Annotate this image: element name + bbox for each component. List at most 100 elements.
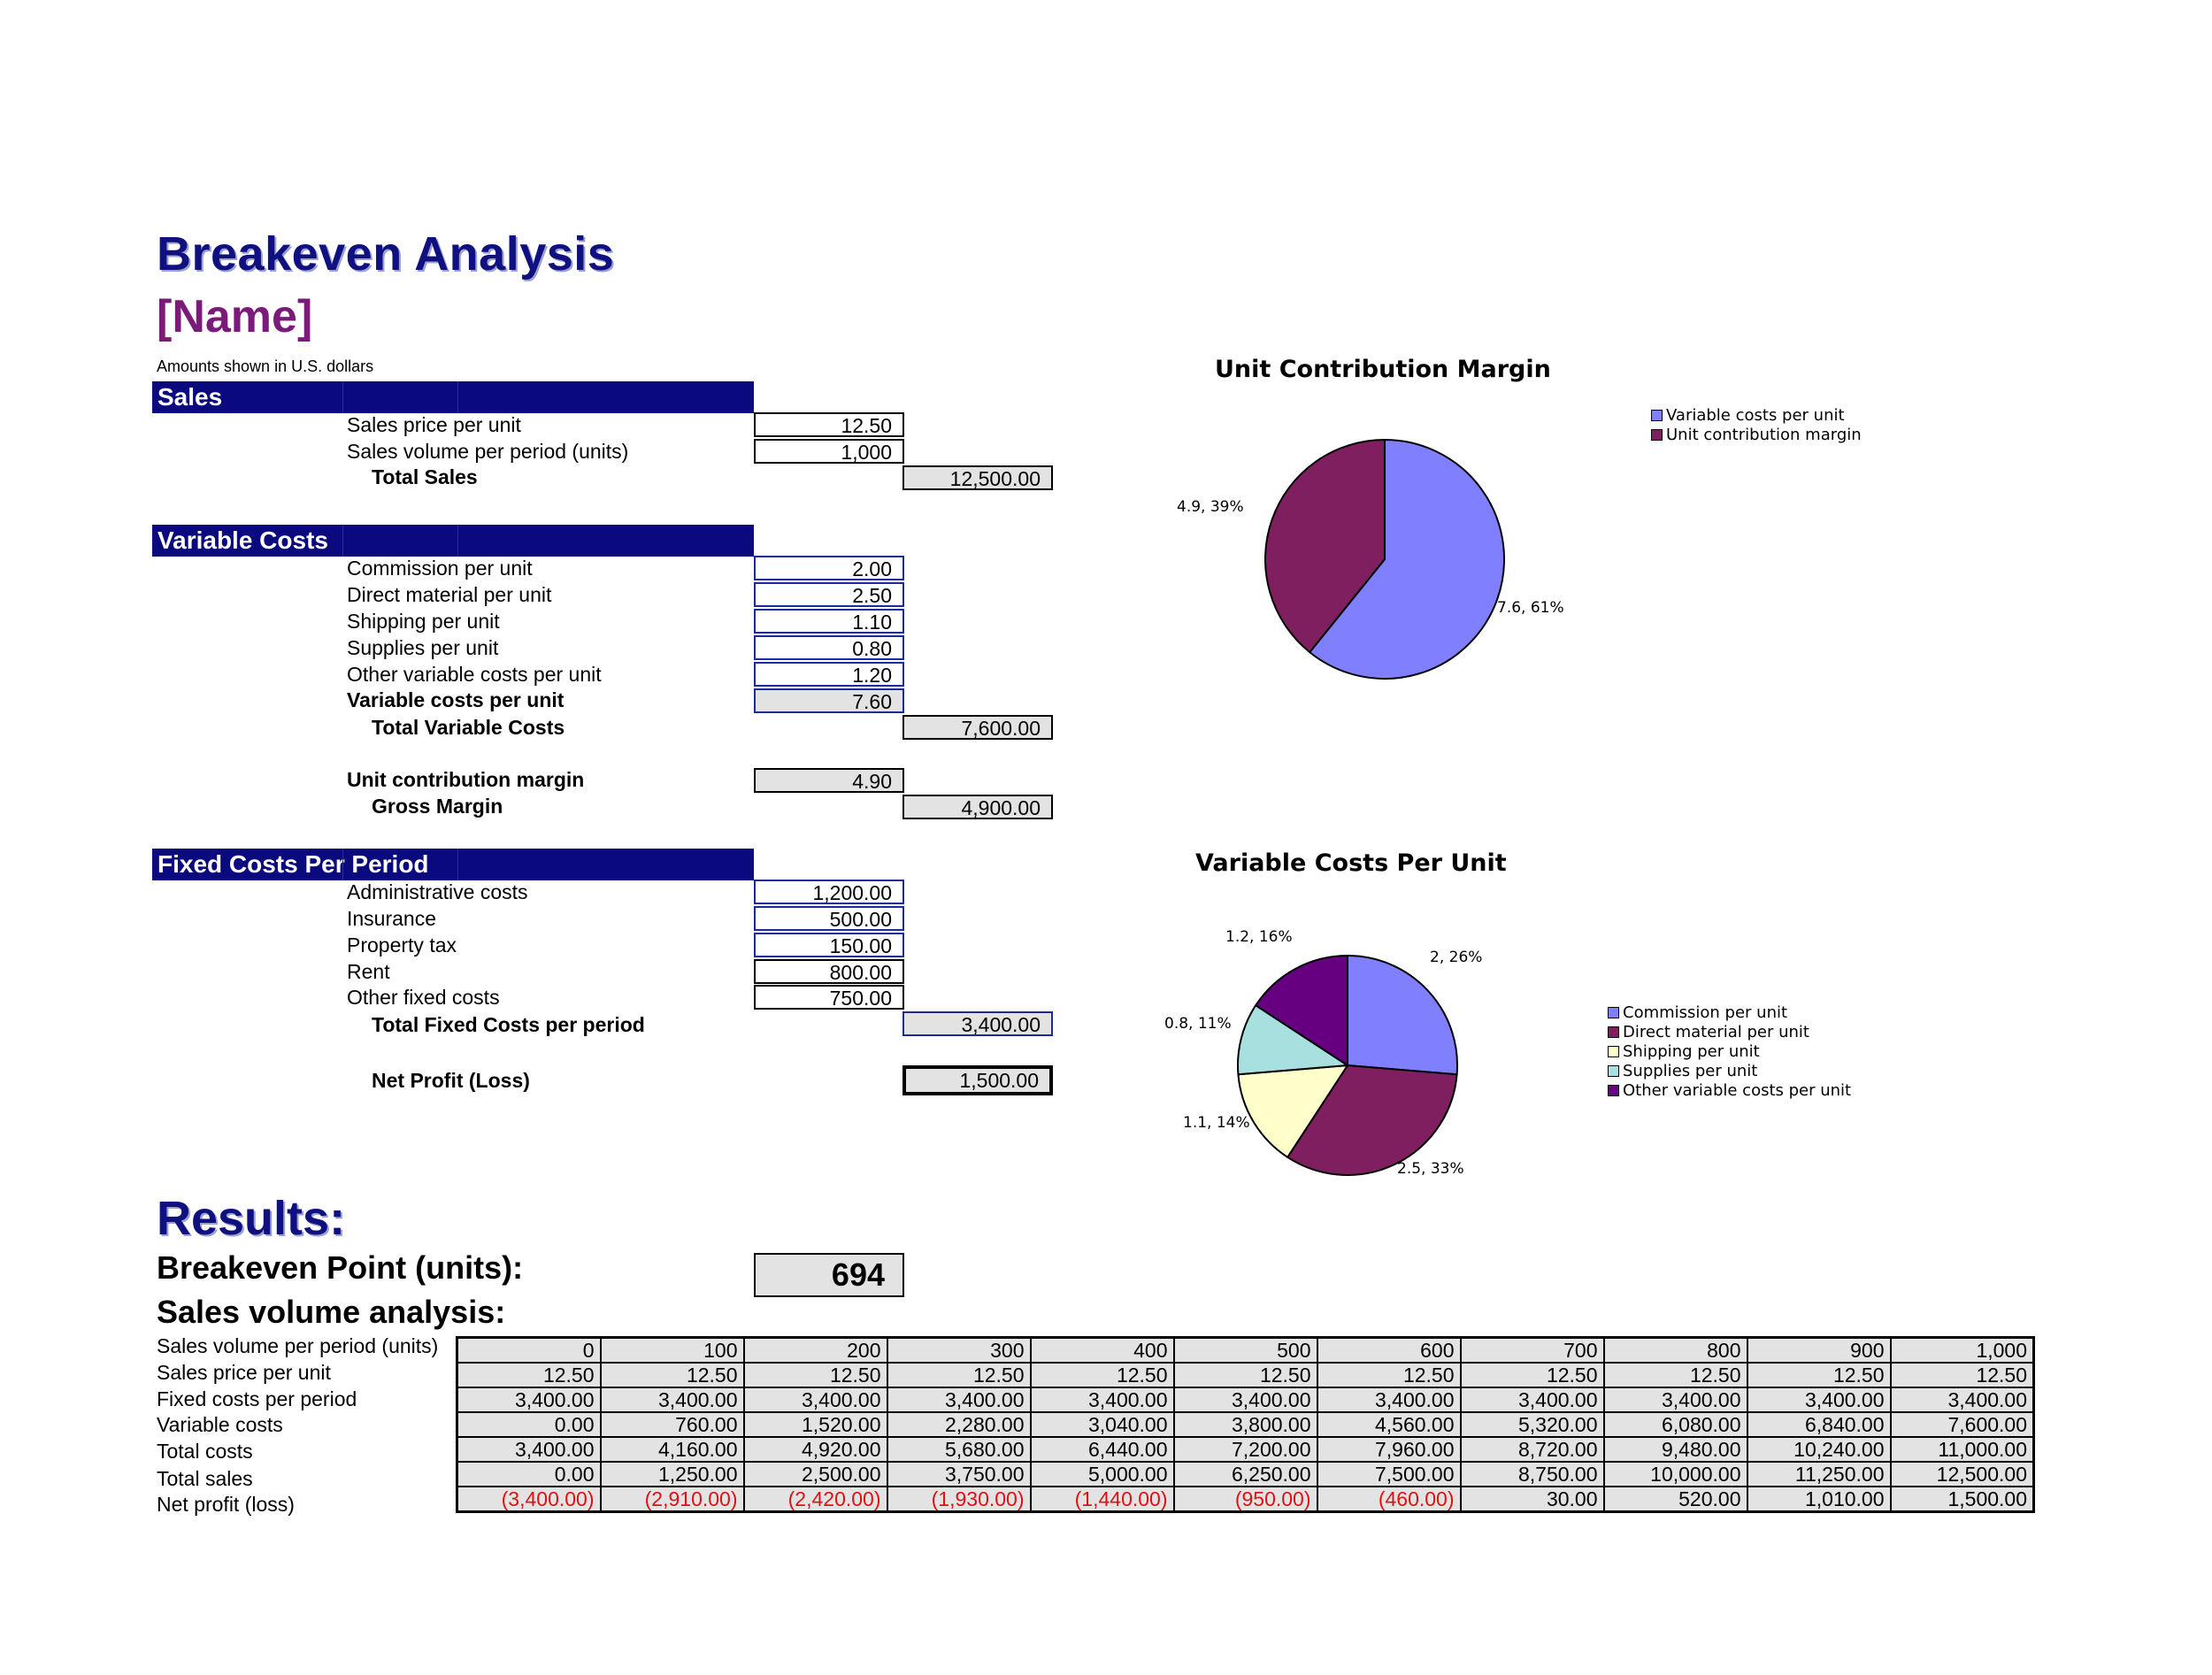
table-cell: 12.50 [1602,1362,1748,1388]
table-cell: 4,560.00 [1316,1411,1462,1438]
sales-volume-analysis-label: Sales volume analysis: [157,1294,506,1330]
data-label: 1.1, 14% [1183,1114,1250,1132]
table-row: 0.00 760.00 1,520.00 2,280.00 3,040.00 3,800.… [456,1411,2035,1438]
administrative-input[interactable]: 1,200.00 [754,880,904,904]
table-cell: 1,010.00 [1746,1486,1892,1513]
commission-input[interactable]: 2.00 [754,556,904,580]
shipping-input[interactable]: 1.10 [754,609,904,634]
table-cell: 0.00 [456,1461,602,1487]
table-cell: 2,500.00 [742,1461,888,1487]
insurance-input[interactable]: 500.00 [754,906,904,931]
table-cell: 3,400.00 [1602,1387,1748,1413]
rent-input[interactable]: 800.00 [754,959,904,984]
data-label: 1.2, 16% [1225,928,1293,946]
vcpu-legend: Commission per unit Direct material per … [1608,1003,1851,1101]
table-cell: 8,720.00 [1459,1436,1605,1463]
sales-price-input[interactable]: 12.50 [754,412,904,437]
table-cell: 3,400.00 [1889,1387,2035,1413]
table-cell: 12.50 [1889,1362,2035,1388]
table-cell: 3,400.00 [456,1387,602,1413]
table-cell: 12.50 [1746,1362,1892,1388]
band-divider [457,381,458,413]
table-cell: 30.00 [1459,1486,1605,1513]
variable-costs-heading: Variable Costs [152,525,754,557]
legend-item: Supplies per unit [1608,1062,1851,1081]
table-cell: (3,400.00) [456,1486,602,1513]
table-row: 3,400.00 3,400.00 3,400.00 3,400.00 3,400.00… [456,1387,2035,1413]
variable-item-label: Supplies per unit [347,636,499,659]
table-cell: 300 [886,1336,1032,1364]
legend-label: Supplies per unit [1623,1062,1758,1080]
table-cell: 12.50 [1029,1362,1175,1388]
legend-item: Other variable costs per unit [1608,1081,1851,1101]
other-fixed-input[interactable]: 750.00 [754,985,904,1010]
table-row: 3,400.00 4,160.00 4,920.00 5,680.00 6,440.00… [456,1436,2035,1463]
table-row: 0 100 200 300 400 500 600 700 800 900 1,000 [456,1336,2035,1364]
variable-item-label: Shipping per unit [347,610,500,633]
table-cell: 3,040.00 [1029,1411,1175,1438]
table-cell: 5,680.00 [886,1436,1032,1463]
table-cell: 3,800.00 [1172,1411,1318,1438]
fixed-costs-heading-text: Fixed Costs Per Period [157,850,429,878]
fixed-item-label: Insurance [347,907,437,930]
total-variable-label: Total Variable Costs [372,716,565,739]
table-cell: 11,250.00 [1746,1461,1892,1487]
table-cell: 6,250.00 [1172,1461,1318,1487]
table-row: (3,400.00) (2,910.00) (2,420.00) (1,930.00)… [456,1486,2035,1513]
legend-swatch [1651,409,1663,421]
table-cell: 900 [1746,1336,1892,1364]
fixed-item-label: Administrative costs [347,880,528,903]
fixed-item-label: Other fixed costs [347,986,500,1009]
table-cell: 3,400.00 [599,1387,745,1413]
results-heading: Results: [157,1192,346,1245]
table-cell: 400 [1029,1336,1175,1364]
other-variable-input[interactable]: 1.20 [754,662,904,687]
table-cell: 3,400.00 [1746,1387,1892,1413]
legend-label: Direct material per unit [1623,1023,1809,1041]
table-cell: 4,920.00 [742,1436,888,1463]
table-cell: 800 [1602,1336,1748,1364]
band-divider [342,381,343,413]
table-cell: 0 [456,1336,602,1364]
pie-slice [1254,954,1348,1067]
name-field[interactable]: [Name] [157,291,313,342]
table-cell: 12.50 [742,1362,888,1388]
sva-row-label: Sales volume per period (units) [157,1334,439,1357]
table-cell: 1,000 [1889,1336,2035,1364]
legend-swatch [1608,1084,1619,1096]
sales-price-label: Sales price per unit [347,413,521,436]
table-cell: 12.50 [599,1362,745,1388]
table-cell: (2,910.00) [599,1486,745,1513]
ucm-legend: Variable costs per unit Unit contributio… [1651,406,1862,445]
table-row: 0.00 1,250.00 2,500.00 3,750.00 5,000.00 6,25… [456,1461,2035,1487]
legend-item: Shipping per unit [1608,1042,1851,1062]
total-fixed-value: 3,400.00 [902,1011,1053,1036]
total-sales-value: 12,500.00 [902,465,1053,490]
table-cell: 11,000.00 [1889,1436,2035,1463]
fixed-item-label: Rent [347,960,390,983]
sva-row-label: Total costs [157,1440,253,1463]
breakeven-label: Breakeven Point (units): [157,1249,524,1286]
direct-material-input[interactable]: 2.50 [754,582,904,607]
data-label: 4.9, 39% [1177,498,1244,516]
pie-slice [1347,954,1458,1076]
table-cell: 9,480.00 [1602,1436,1748,1463]
table-cell: 12.50 [1316,1362,1462,1388]
property-tax-input[interactable]: 150.00 [754,933,904,957]
pie-slice [1308,438,1505,680]
table-cell: 6,840.00 [1746,1411,1892,1438]
table-row: 12.50 12.50 12.50 12.50 12.50 12.50 12.50 12.50… [456,1362,2035,1388]
sales-volume-input[interactable]: 1,000 [754,439,904,464]
fixed-item-label: Property tax [347,934,457,957]
legend-item: Variable costs per unit [1651,406,1862,426]
variable-per-unit-label: Variable costs per unit [347,688,565,711]
supplies-input[interactable]: 0.80 [754,635,904,660]
table-cell: 3,400.00 [456,1436,602,1463]
variable-item-label: Commission per unit [347,557,533,580]
sva-row-label: Total sales [157,1467,253,1490]
chart-title-ucm: Unit Contribution Margin [1215,356,1551,383]
table-cell: 7,960.00 [1316,1436,1462,1463]
pie-slice [1264,438,1386,654]
breakeven-value: 694 [754,1253,904,1297]
table-cell: 5,320.00 [1459,1411,1605,1438]
